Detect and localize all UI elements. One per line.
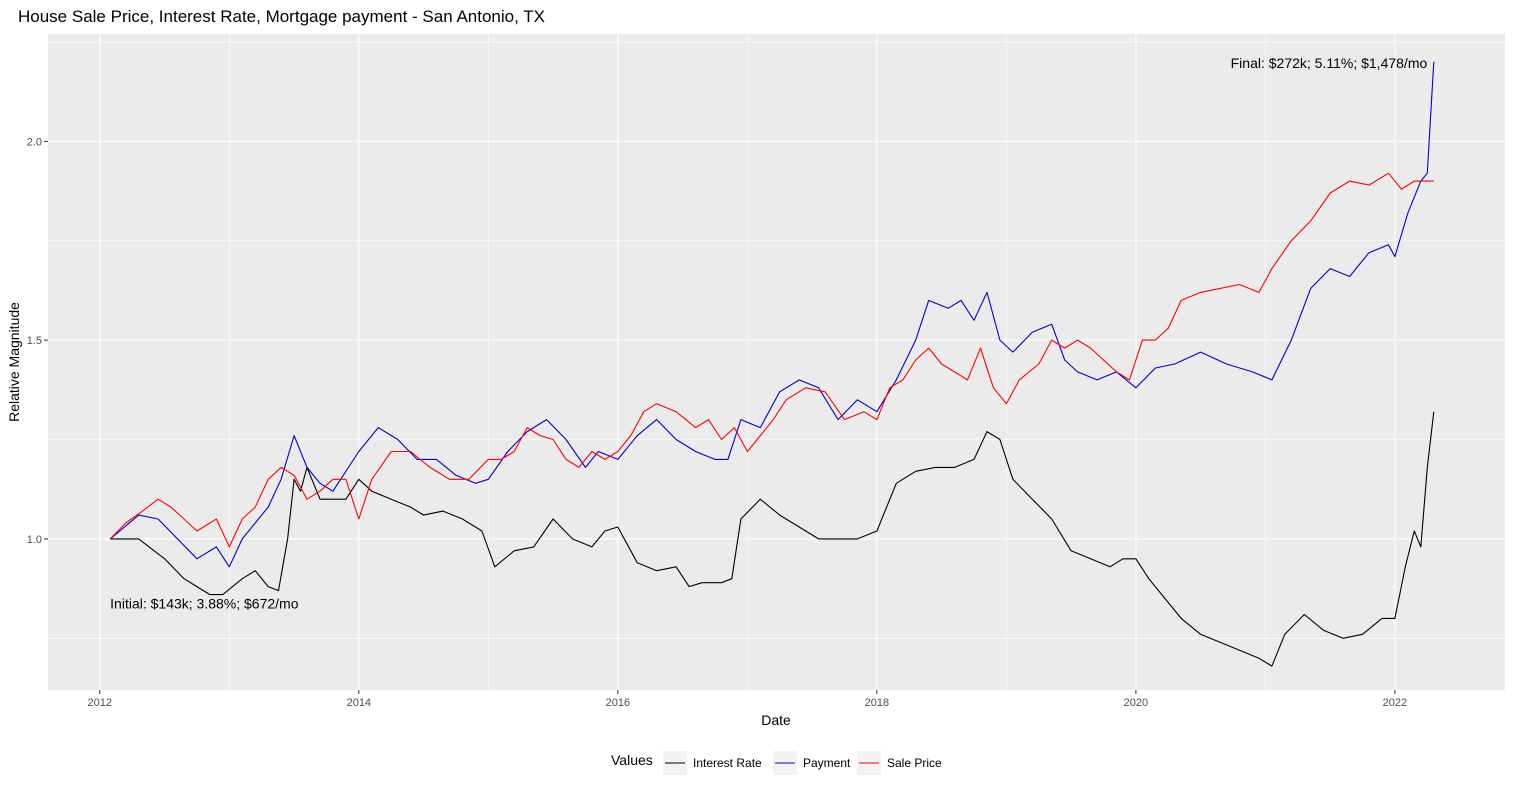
x-tick-label: 2012 [88,697,112,709]
annotation-initial: Initial: $143k; 3.88%; $672/mo [110,595,299,611]
series-line-payment [109,61,1435,568]
y-tick-label: 1.5 [27,335,42,347]
y-tick-label: 1.0 [27,534,42,546]
legend: Values Interest Rate Payment Sale Price [611,751,942,775]
annotation-final: Final: $272k; 5.11%; $1,478/mo [1231,55,1428,71]
legend-items: Interest Rate Payment Sale Price [663,751,942,775]
y-tick-label: 2.0 [27,136,42,148]
x-tick-label: 2016 [606,697,630,709]
legend-label-payment: Payment [803,756,851,770]
legend-label-interest-rate: Interest Rate [693,756,762,770]
x-tick-label: 2018 [865,697,889,709]
x-tick-label: 2020 [1124,697,1148,709]
legend-label-sale-price: Sale Price [887,756,942,770]
series-line-interest-rate [110,411,1435,667]
x-axis-ticks: 2012 2014 2016 2018 2020 2022 [88,690,1407,709]
series-lines [109,61,1435,667]
y-axis-title: Relative Magnitude [6,302,22,422]
grid-lines [48,34,1505,690]
series-line-sale-price [109,172,1434,548]
x-axis-title: Date [761,712,791,728]
legend-title: Values [611,752,653,768]
y-axis-ticks: 1.0 1.5 2.0 [27,136,48,546]
x-tick-label: 2014 [347,697,371,709]
x-tick-label: 2022 [1383,697,1407,709]
plot-panel [48,34,1505,690]
chart-title: House Sale Price, Interest Rate, Mortgag… [18,7,545,26]
